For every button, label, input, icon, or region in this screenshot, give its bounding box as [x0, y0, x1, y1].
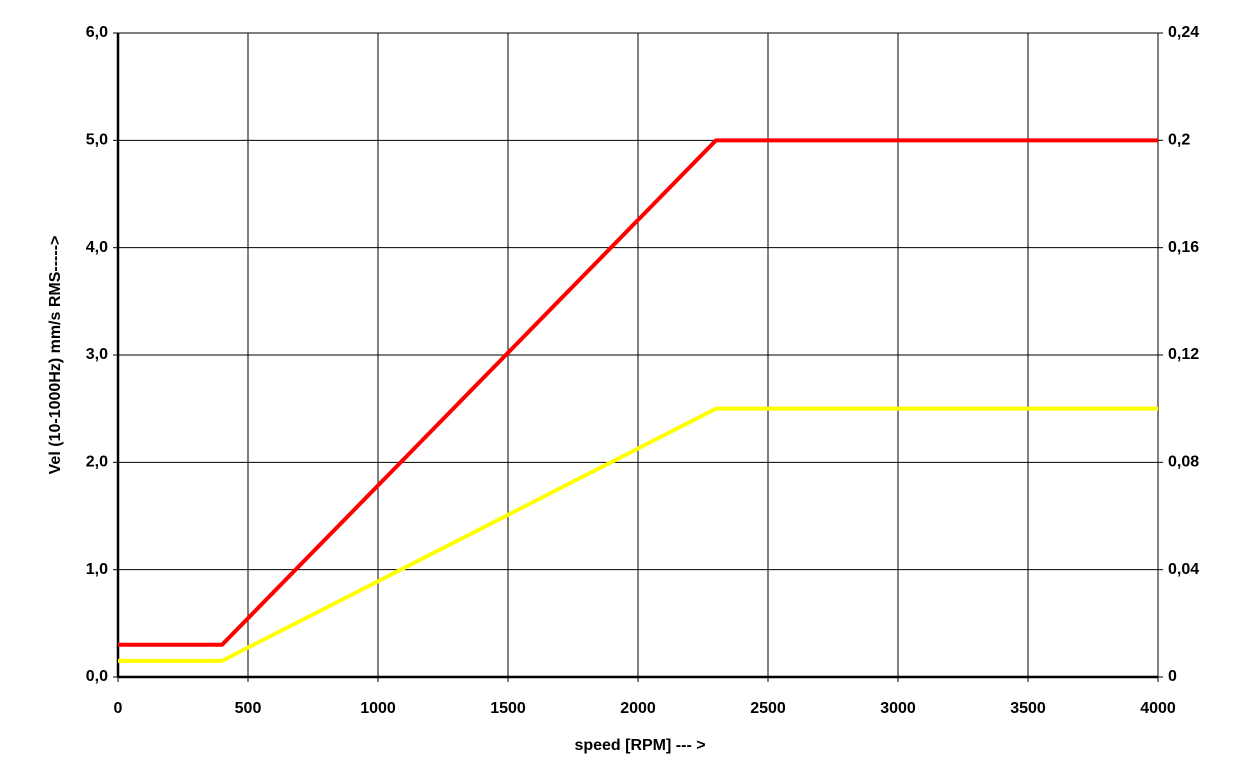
x-tick-label: 2000 — [620, 700, 656, 717]
y2-tick-label: 0,16 — [1168, 239, 1199, 256]
x-tick-label: 500 — [235, 700, 262, 717]
y2-tick-label: 0,2 — [1168, 132, 1190, 149]
y-tick-label: 1,0 — [86, 561, 108, 578]
x-tick-label: 4000 — [1140, 700, 1176, 717]
y2-tick-label: 0,08 — [1168, 454, 1199, 471]
x-axis-title: speed [RPM] --- > — [574, 737, 705, 754]
x-tick-label: 1000 — [360, 700, 396, 717]
y-tick-label: 0,0 — [86, 668, 108, 685]
x-tick-label: 3500 — [1010, 700, 1046, 717]
y-tick-label: 5,0 — [86, 132, 108, 149]
y-tick-label: 6,0 — [86, 24, 108, 41]
y2-tick-label: 0,12 — [1168, 346, 1199, 363]
y2-tick-label: 0,04 — [1168, 561, 1199, 578]
y2-tick-label: 0 — [1168, 668, 1177, 685]
x-tick-label: 0 — [114, 700, 123, 717]
y-axis-title: Vel (10-1000Hz) mm/s RMS-----> — [47, 236, 64, 475]
y2-tick-label: 0,24 — [1168, 24, 1199, 41]
series-line — [118, 138, 1158, 647]
x-tick-label: 2500 — [750, 700, 786, 717]
x-tick-label: 3000 — [880, 700, 916, 717]
y-tick-label: 2,0 — [86, 454, 108, 471]
x-tick-label: 1500 — [490, 700, 526, 717]
series-line — [118, 406, 1158, 663]
y-tick-label: 3,0 — [86, 346, 108, 363]
y-tick-label: 4,0 — [86, 239, 108, 256]
